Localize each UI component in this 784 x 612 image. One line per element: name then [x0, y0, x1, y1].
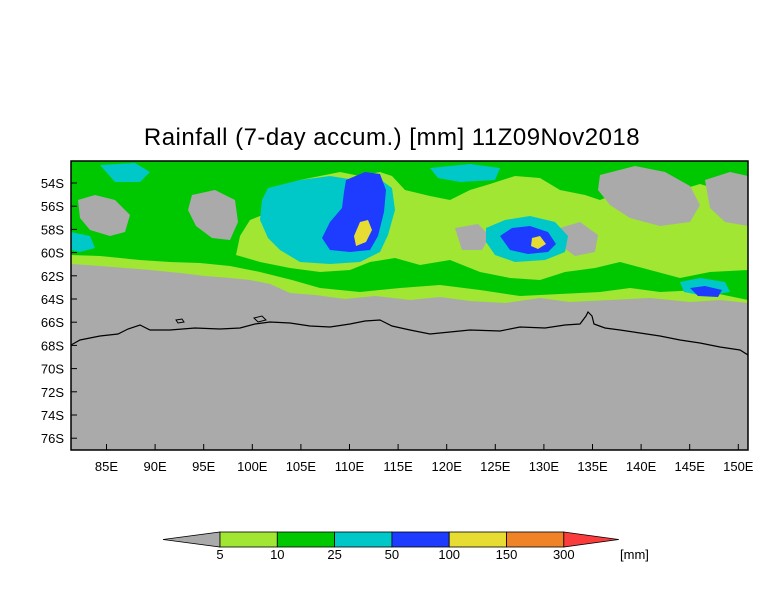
colorbar-swatch	[276, 531, 335, 548]
colorbar-label: 150	[496, 547, 518, 562]
colorbar-swatch	[162, 531, 221, 548]
lat-tick-label: 72S	[41, 385, 64, 400]
lon-tick-label: 120E	[432, 459, 463, 474]
no-data-patch	[78, 195, 130, 236]
map-title: Rainfall (7-day accum.) [mm] 11Z09Nov201…	[143, 124, 641, 151]
colorbar-label: 25	[327, 547, 341, 562]
lat-tick-label: 58S	[41, 222, 64, 237]
lat-tick-label: 76S	[41, 431, 64, 446]
lon-tick-label: 135E	[577, 459, 608, 474]
colorbar-label: 300	[553, 547, 575, 562]
latitude-axis: 54S 56S 58S 60S 62S 64S 66S 68S 70S 72S 74S 76S	[41, 176, 77, 446]
lon-tick-label: 130E	[529, 459, 560, 474]
lon-tick-label: 145E	[675, 459, 706, 474]
lon-tick-label: 125E	[480, 459, 511, 474]
lat-tick-label: 68S	[41, 338, 64, 353]
colorbar-legend: 5 10 25 50 100 150 300	[162, 531, 619, 562]
lat-tick-label: 54S	[41, 176, 64, 191]
no-data-patch	[598, 166, 700, 226]
lat-tick-label: 60S	[41, 246, 64, 261]
lat-tick-label: 70S	[41, 362, 64, 377]
longitude-axis: 85E 90E 95E 100E 105E 110E 115E 120E 125E 130E 135…	[95, 444, 754, 474]
colorbar-label: 10	[270, 547, 284, 562]
colorbar-unit: [mm]	[620, 547, 649, 562]
plot-frame	[70, 160, 749, 451]
lon-tick-label: 140E	[626, 459, 657, 474]
no-data-patch	[560, 222, 598, 256]
island-outline	[253, 315, 267, 323]
no-data-patch	[705, 172, 748, 226]
rain-band-50-100	[500, 226, 556, 254]
rain-band-50-100	[690, 286, 722, 297]
rain-band-10-25-west	[71, 161, 180, 205]
lon-tick-label: 105E	[286, 459, 317, 474]
colorbar-swatch	[391, 531, 450, 548]
lat-tick-label: 64S	[41, 292, 64, 307]
colorbar-label: 5	[216, 547, 223, 562]
lat-tick-label: 56S	[41, 199, 64, 214]
colorbar-swatch	[448, 531, 507, 548]
map-plot-area	[71, 161, 748, 450]
lat-tick-label: 66S	[41, 315, 64, 330]
no-data-patch	[188, 190, 238, 240]
rain-band-25-50	[100, 163, 150, 182]
rain-band-100-150	[354, 220, 372, 246]
lon-tick-label: 90E	[144, 459, 167, 474]
lon-tick-label: 110E	[335, 459, 365, 474]
lat-tick-label: 62S	[41, 269, 64, 284]
colorbar-swatch	[563, 531, 619, 548]
lon-tick-label: 85E	[95, 459, 118, 474]
colorbar-swatch	[506, 531, 565, 548]
no-data-patch	[455, 224, 490, 250]
lat-tick-label: 74S	[41, 408, 64, 423]
island-outline	[175, 318, 185, 324]
rain-band-25-50	[71, 232, 95, 252]
lon-tick-label: 95E	[192, 459, 215, 474]
rain-band-25-50	[430, 164, 500, 182]
colorbar-swatch	[334, 531, 393, 548]
antarctic-coastline	[71, 310, 748, 356]
colorbar-label: 50	[385, 547, 399, 562]
lon-tick-label: 100E	[237, 459, 268, 474]
rain-band-10-25	[71, 161, 748, 300]
rain-band-100-150	[531, 236, 546, 249]
colorbar-swatch	[219, 531, 278, 548]
lon-tick-label: 150E	[723, 459, 754, 474]
colorbar-label: 100	[438, 547, 460, 562]
lon-tick-label: 115E	[383, 459, 413, 474]
